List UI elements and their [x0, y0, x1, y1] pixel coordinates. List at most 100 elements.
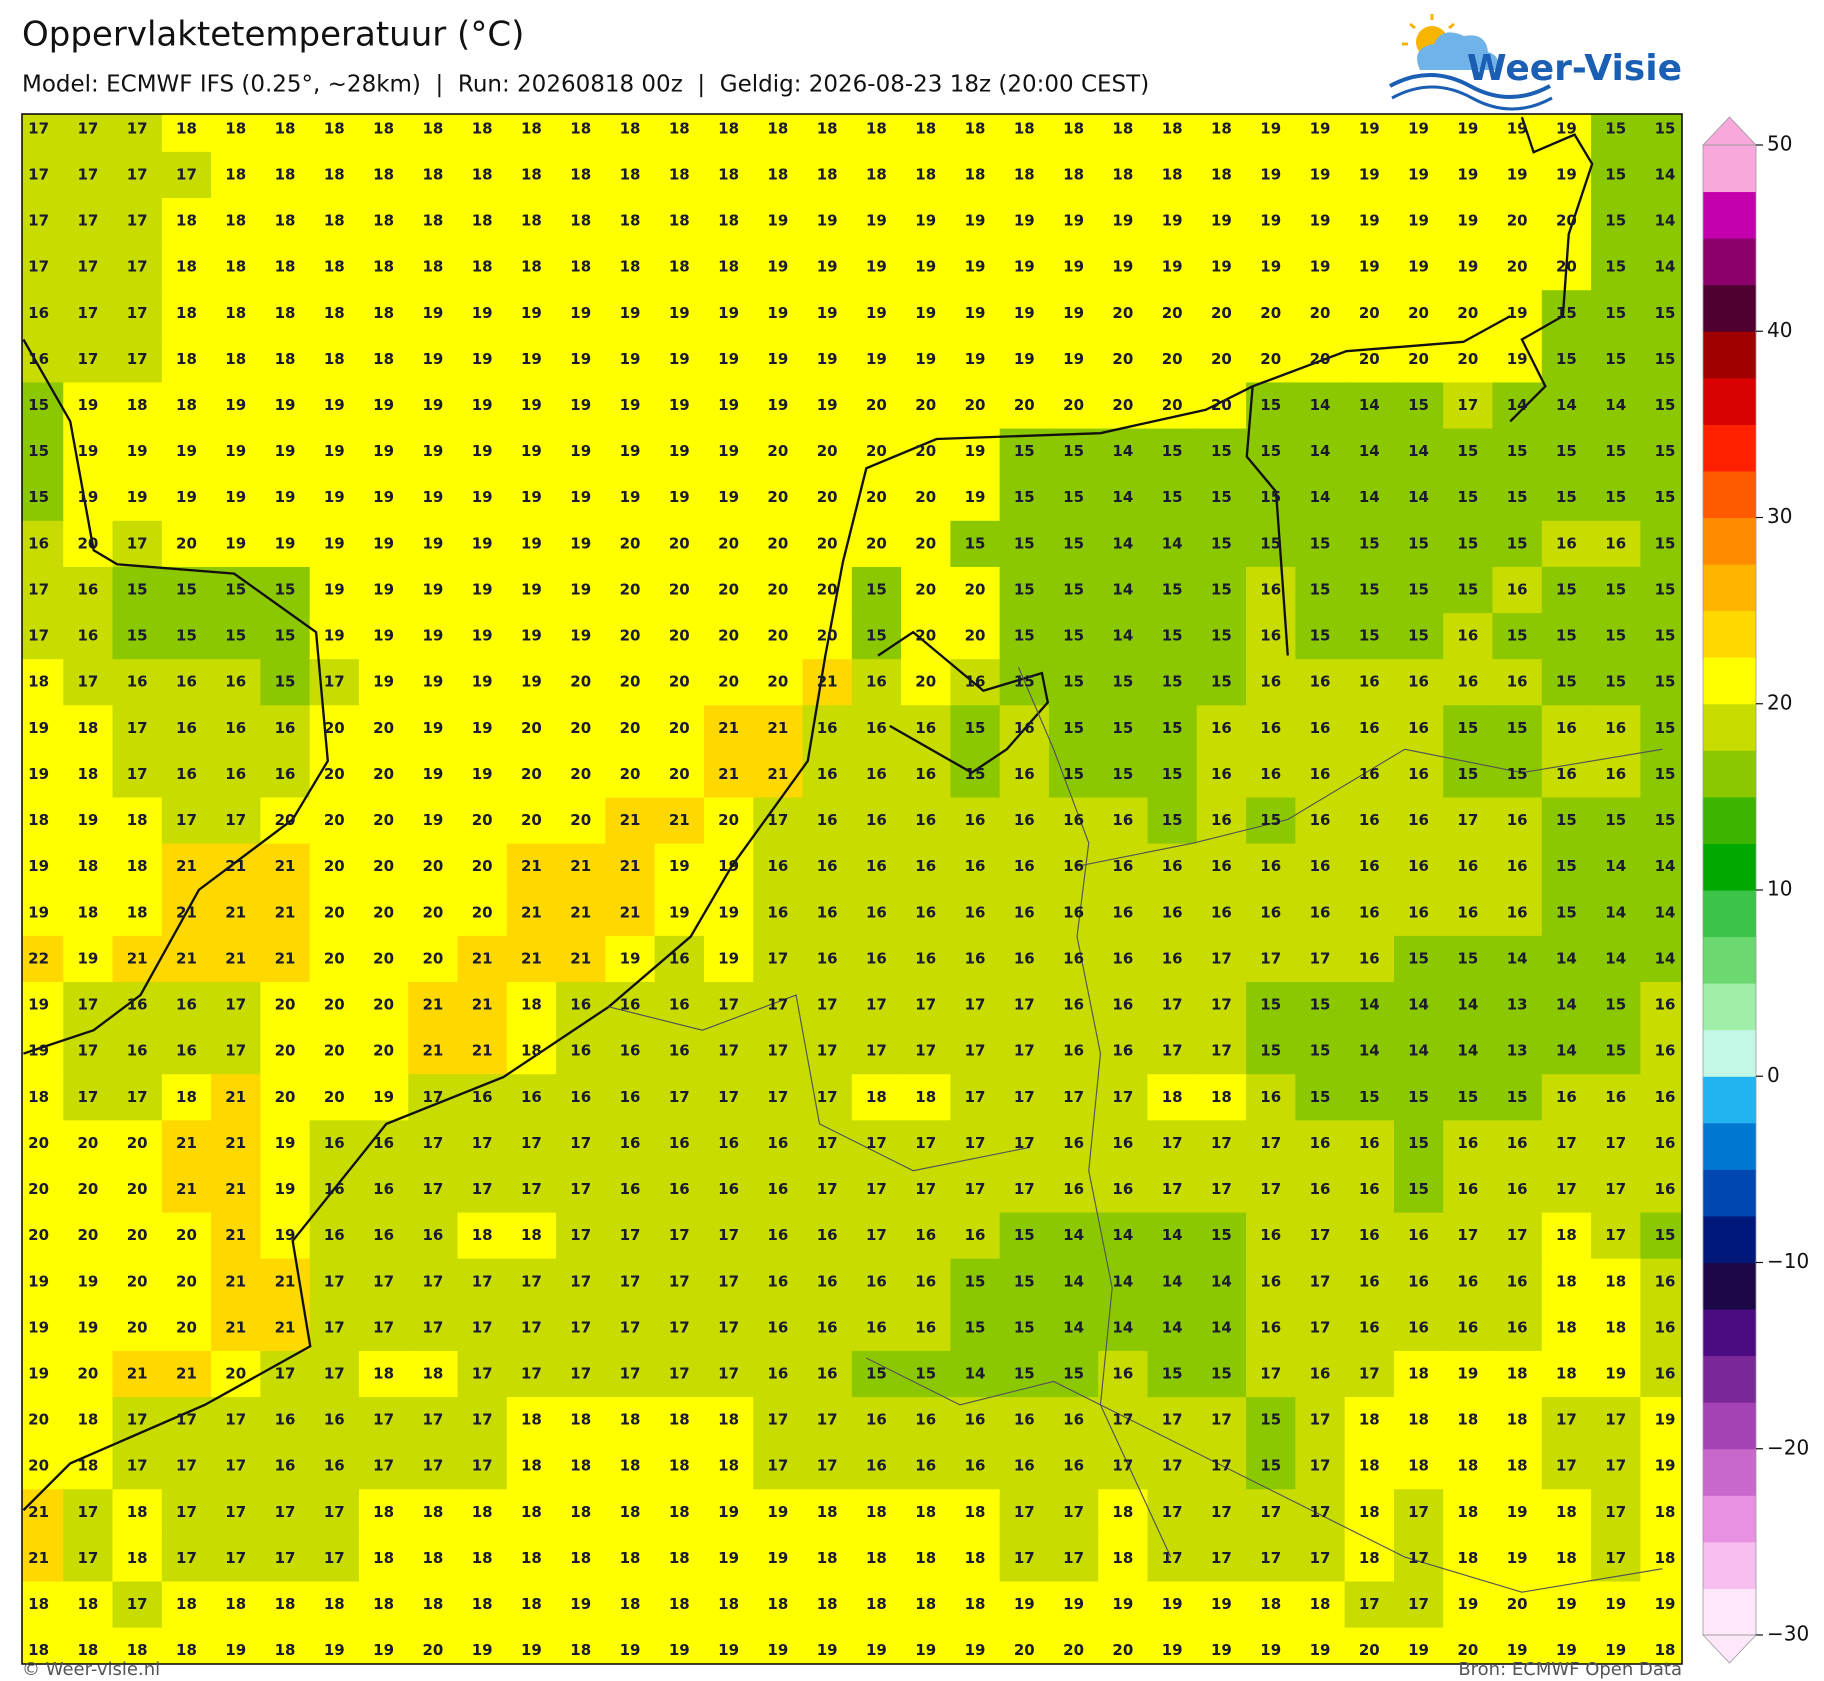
temperature-label: 17 — [817, 1180, 838, 1198]
temperature-label: 18 — [422, 212, 443, 230]
temperature-label: 18 — [570, 119, 591, 137]
temperature-cell — [950, 1074, 1001, 1121]
temperature-label: 19 — [669, 857, 690, 875]
temperature-cell — [1295, 843, 1346, 891]
temperature-label: 18 — [1211, 119, 1232, 137]
temperature-label: 19 — [669, 304, 690, 322]
temperature-label: 19 — [965, 1641, 986, 1659]
temperature-cell — [408, 659, 459, 706]
colorbar-bin — [1703, 377, 1756, 425]
temperature-label: 17 — [1211, 1457, 1232, 1475]
temperature-cell — [1640, 382, 1682, 430]
temperature-label: 20 — [718, 673, 739, 691]
temperature-cell — [1048, 1028, 1099, 1075]
temperature-cell — [1344, 1166, 1395, 1214]
temperature-label: 18 — [373, 119, 394, 137]
temperature-cell — [901, 981, 951, 1029]
temperature-cell — [22, 382, 64, 430]
temperature-label: 17 — [767, 949, 788, 967]
temperature-label: 15 — [1260, 534, 1281, 552]
temperature-label: 19 — [324, 396, 345, 414]
temperature-label: 15 — [1112, 673, 1133, 691]
temperature-label: 17 — [767, 1088, 788, 1106]
temperature-cell — [408, 244, 459, 291]
temperature-cell — [457, 114, 508, 153]
temperature-label: 19 — [77, 1272, 98, 1290]
temperature-label: 16 — [767, 1180, 788, 1198]
temperature-label: 16 — [1457, 857, 1478, 875]
temperature-label: 17 — [718, 1364, 739, 1382]
temperature-label: 19 — [915, 304, 936, 322]
temperature-label: 16 — [866, 949, 887, 967]
temperature-cell — [753, 1028, 804, 1075]
temperature-label: 17 — [422, 1180, 443, 1198]
temperature-label: 20 — [1211, 396, 1232, 414]
temperature-cell — [358, 244, 409, 291]
temperature-label: 21 — [275, 1318, 296, 1336]
temperature-cell — [703, 428, 754, 476]
temperature-label: 18 — [620, 1549, 641, 1567]
temperature-label: 15 — [1014, 580, 1035, 598]
temperature-label: 15 — [1605, 212, 1626, 230]
temperature-label: 16 — [1507, 903, 1528, 921]
temperature-label: 18 — [817, 1549, 838, 1567]
temperature-cell — [1443, 474, 1494, 522]
temperature-label: 15 — [1211, 442, 1232, 460]
temperature-label: 21 — [225, 903, 246, 921]
colorbar-bin — [1703, 470, 1756, 518]
temperature-cell — [605, 197, 656, 245]
temperature-label: 19 — [1211, 1641, 1232, 1659]
temperature-label: 20 — [620, 765, 641, 783]
temperature-label: 15 — [1260, 1457, 1281, 1475]
temperature-label: 18 — [472, 1503, 493, 1521]
temperature-label: 16 — [1112, 1364, 1133, 1382]
temperature-cell — [1393, 114, 1444, 153]
temperature-cell — [999, 336, 1050, 384]
temperature-cell — [901, 1028, 951, 1075]
temperature-cell — [408, 197, 459, 245]
temperature-cell — [1098, 1212, 1149, 1260]
temperature-label: 18 — [422, 1364, 443, 1382]
colorbar-bin — [1703, 1588, 1756, 1636]
temperature-label: 18 — [1556, 1503, 1577, 1521]
temperature-cell — [1393, 659, 1444, 706]
temperature-cell — [1541, 843, 1592, 891]
temperature-cell — [851, 151, 902, 199]
temperature-label: 16 — [1310, 765, 1331, 783]
temperature-label: 18 — [127, 396, 148, 414]
temperature-label: 15 — [1063, 673, 1084, 691]
temperature-cell — [1344, 797, 1395, 845]
temperature-label: 14 — [1112, 580, 1133, 598]
temperature-cell — [1591, 197, 1641, 245]
temperature-cell — [802, 1074, 853, 1121]
temperature-label: 17 — [77, 1042, 98, 1060]
temperature-label: 19 — [472, 488, 493, 506]
temperature-cell — [1443, 382, 1494, 430]
temperature-label: 15 — [1063, 627, 1084, 645]
temperature-label: 18 — [373, 1595, 394, 1613]
temperature-cell — [112, 935, 163, 983]
temperature-label: 16 — [1359, 1272, 1380, 1290]
temperature-label: 19 — [1112, 258, 1133, 276]
temperature-cell — [506, 244, 557, 291]
temperature-label: 17 — [373, 1457, 394, 1475]
temperature-cell — [1591, 1212, 1641, 1260]
temperature-label: 19 — [718, 1549, 739, 1567]
temperature-cell — [605, 659, 656, 706]
temperature-label: 15 — [1359, 580, 1380, 598]
temperature-cell — [260, 382, 311, 430]
temperature-label: 16 — [176, 719, 197, 737]
temperature-cell — [1295, 613, 1346, 660]
temperature-cell — [753, 428, 804, 476]
temperature-cell — [556, 1166, 606, 1214]
temperature-label: 18 — [718, 165, 739, 183]
temperature-label: 17 — [965, 1180, 986, 1198]
temperature-label: 15 — [275, 627, 296, 645]
temperature-label: 15 — [1556, 673, 1577, 691]
temperature-cell — [851, 197, 902, 245]
temperature-label: 16 — [817, 1364, 838, 1382]
temperature-label: 15 — [1260, 996, 1281, 1014]
temperature-label: 18 — [275, 1641, 296, 1659]
temperature-label: 16 — [1063, 1411, 1084, 1429]
temperature-label: 16 — [915, 1411, 936, 1429]
